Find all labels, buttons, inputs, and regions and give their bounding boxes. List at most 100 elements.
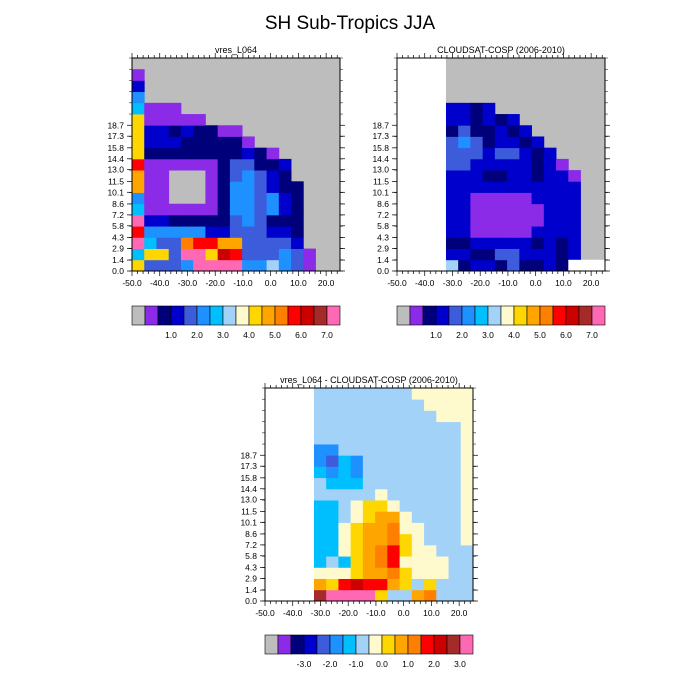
heatmap-cell: [144, 170, 157, 182]
heatmap-cell: [132, 203, 145, 216]
heatmap-cell: [338, 533, 352, 546]
heatmap-cell: [399, 544, 413, 557]
heatmap-cell: [144, 114, 157, 126]
heatmap-cell: [507, 181, 520, 193]
heatmap-cell: [436, 488, 449, 501]
heatmap-cell: [313, 399, 327, 411]
x-tick-label: -30.0: [178, 278, 198, 288]
heatmap-cell: [470, 158, 484, 171]
heatmap-cell: [180, 259, 194, 272]
heatmap-cell: [144, 203, 157, 216]
heatmap-cell: [242, 170, 255, 182]
colorbar-swatch: [248, 305, 263, 326]
heatmap-cell: [144, 259, 157, 272]
heatmap-cell: [375, 466, 388, 479]
y-tick-label: 11.5: [373, 176, 389, 186]
heatmap-cell: [168, 125, 182, 137]
heatmap-cell: [266, 237, 280, 249]
heatmap-cell: [362, 567, 376, 579]
heatmap-cell: [156, 259, 170, 272]
heatmap-cell: [350, 567, 364, 579]
heatmap-cell: [313, 500, 327, 512]
heatmap-cell: [543, 214, 557, 227]
heatmap-cell: [205, 136, 219, 149]
heatmap-cell: [291, 192, 304, 205]
y-tick-label: 4.3: [112, 232, 124, 242]
heatmap-cell: [205, 226, 219, 238]
heatmap-cell: [180, 226, 194, 238]
heatmap-cell: [350, 466, 364, 479]
heatmap-cell: [132, 158, 145, 171]
x-tick-label: 20.0: [318, 278, 335, 288]
heatmap-cell: [543, 181, 557, 193]
y-tick-label: 5.8: [112, 221, 124, 231]
heatmap-cell: [411, 466, 425, 479]
heatmap-cell: [350, 589, 364, 602]
y-tick-label: 15.8: [107, 143, 124, 153]
heatmap-cell: [362, 556, 376, 568]
heatmap-cell: [458, 203, 471, 216]
heatmap-cell: [132, 125, 145, 137]
heatmap-cell: [436, 388, 449, 400]
heatmap-cell: [375, 589, 388, 602]
heatmap-cell: [156, 248, 170, 261]
colorbar-swatch: [157, 305, 172, 326]
heatmap-cell: [482, 214, 496, 227]
panel-difference: vres_L064 - CLOUDSAT-COSP (2006-2010) -50…: [240, 375, 478, 669]
heatmap-cell: [168, 147, 182, 160]
heatmap-cell: [436, 544, 449, 557]
x-tick-label: -20.0: [206, 278, 226, 288]
heatmap-cell: [193, 259, 206, 272]
heatmap-cell: [326, 444, 339, 456]
heatmap-cell: [180, 248, 194, 261]
heatmap-cell: [338, 567, 352, 579]
heatmap-cell: [460, 522, 474, 535]
heatmap-cell: [266, 147, 280, 160]
heatmap-cell: [494, 226, 508, 238]
heatmap-cell: [494, 147, 508, 160]
heatmap-cell: [543, 237, 557, 249]
heatmap-cell: [387, 488, 400, 501]
heatmap-cell: [387, 399, 400, 411]
heatmap-cell: [448, 522, 462, 535]
heatmap-cell: [229, 237, 243, 249]
heatmap-cell: [144, 102, 157, 115]
heatmap-cell: [375, 444, 388, 456]
heatmap-cell: [411, 488, 425, 501]
heatmap-cell: [156, 102, 170, 115]
heatmap-cell: [350, 544, 364, 557]
heatmap-cell: [217, 147, 231, 160]
heatmap-cell: [448, 578, 462, 591]
heatmap-cell: [460, 477, 474, 490]
y-tick-label: 13.0: [372, 165, 389, 175]
heatmap-cell: [338, 477, 352, 490]
heatmap-cell: [460, 399, 474, 411]
heatmap-cell: [326, 533, 339, 546]
heatmap-cell: [460, 432, 474, 445]
heatmap-cell: [144, 214, 157, 227]
heatmap-cell: [399, 421, 413, 434]
colorbar-swatch: [368, 634, 383, 655]
heatmap-cell: [217, 226, 231, 238]
heatmap-cell: [424, 455, 437, 467]
x-tick-label: -10.0: [233, 278, 253, 288]
heatmap-cell: [436, 455, 449, 467]
colorbar-label: 6.0: [560, 330, 572, 340]
heatmap-cell: [338, 589, 352, 602]
heatmap-cell: [445, 147, 459, 160]
heatmap-cell: [494, 181, 508, 193]
heatmap-cell: [375, 567, 388, 579]
panel-title: CLOUDSAT-COSP (2006-2010): [437, 45, 565, 55]
y-tick-label: 0.0: [245, 596, 257, 606]
heatmap-cell: [448, 455, 462, 467]
heatmap-cell: [531, 136, 545, 149]
heatmap-cell: [387, 589, 400, 602]
heatmap-cell: [132, 181, 145, 193]
heatmap-cell: [313, 488, 327, 501]
heatmap-cell: [445, 114, 459, 126]
heatmap-cell: [507, 147, 520, 160]
heatmap-cell: [448, 477, 462, 490]
heatmap-cell: [362, 544, 376, 557]
heatmap-cell: [470, 192, 484, 205]
